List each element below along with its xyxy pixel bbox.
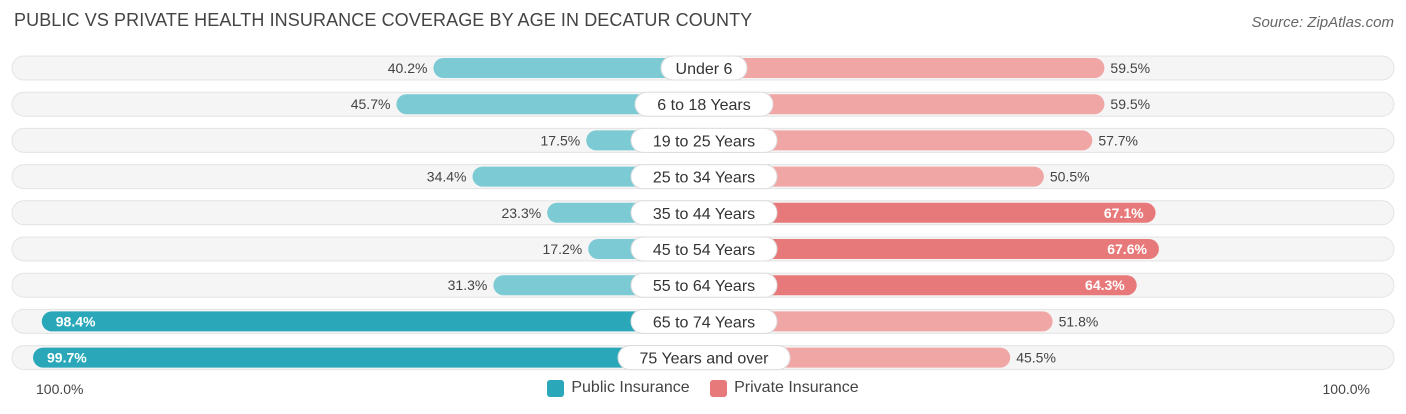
axis-left-label: 100.0%: [36, 381, 84, 397]
category-pill-65-to-74-years: [630, 308, 778, 334]
value-label-private-55-to-64-years: 64.3%: [1085, 277, 1125, 293]
value-label-private-35-to-44-years: 67.1%: [1104, 205, 1144, 221]
value-label-public-under-6: 40.2%: [388, 60, 428, 76]
category-label-6-to-18-years: 6 to 18 Years: [657, 97, 750, 114]
category-label-25-to-34-years: 25 to 34 Years: [653, 170, 755, 187]
category-label-65-to-74-years: 65 to 74 Years: [653, 314, 755, 331]
legend-label-private: Private Insurance: [734, 379, 859, 396]
bar-private-35-to-44-years: [704, 202, 1156, 223]
bar-private-25-to-34-years: [704, 166, 1044, 187]
legend-label-public: Public Insurance: [571, 379, 690, 396]
category-label-55-to-64-years: 55 to 64 Years: [653, 278, 755, 295]
value-label-private-75-years-and-over: 45.5%: [1016, 350, 1056, 366]
bar-private-65-to-74-years: [704, 311, 1053, 332]
legend-swatch-public: [547, 379, 565, 397]
value-label-private-under-6: 59.5%: [1110, 60, 1150, 76]
value-label-private-45-to-54-years: 67.6%: [1107, 241, 1147, 257]
bar-private-6-to-18-years: [704, 94, 1105, 115]
value-label-private-65-to-74-years: 51.8%: [1059, 313, 1099, 329]
legend-item-private[interactable]: Private Insurance: [710, 379, 859, 397]
value-label-public-19-to-25-years: 17.5%: [541, 132, 581, 148]
chart-svg: 40.2% 59.5% Under 6 45.7% 59.5% 6 to 18 Years…: [11, 55, 1395, 371]
bar-private-45-to-54-years: [704, 239, 1159, 259]
bar-public-65-to-74-years: [41, 311, 704, 332]
category-pill-19-to-25-years: [630, 127, 778, 153]
value-label-public-45-to-54-years: 17.2%: [543, 241, 583, 257]
category-pill-55-to-64-years: [630, 272, 778, 298]
value-label-public-25-to-34-years: 34.4%: [427, 169, 467, 185]
value-label-public-65-to-74-years: 98.4%: [56, 313, 96, 329]
bar-public-6-to-18-years: [396, 94, 704, 115]
bar-private-under-6: [704, 58, 1105, 78]
category-label-19-to-25-years: 19 to 25 Years: [653, 133, 755, 150]
category-pill-6-to-18-years: [634, 91, 774, 117]
bar-private-55-to-64-years: [704, 275, 1137, 296]
category-pill-under-6: [660, 55, 748, 81]
category-label-35-to-44-years: 35 to 44 Years: [653, 206, 755, 223]
axis-right-label: 100.0%: [1322, 381, 1370, 397]
legend-item-public[interactable]: Public Insurance: [547, 379, 690, 397]
value-label-public-6-to-18-years: 45.7%: [351, 96, 391, 112]
value-label-public-35-to-44-years: 23.3%: [501, 205, 541, 221]
category-pill-35-to-44-years: [630, 200, 778, 226]
bar-private-19-to-25-years: [704, 130, 1093, 151]
category-pill-45-to-54-years: [630, 236, 778, 262]
source-label: Source: ZipAtlas.com: [1251, 14, 1394, 31]
bar-public-75-years-and-over: [33, 347, 705, 368]
chart-title: PUBLIC VS PRIVATE HEALTH INSURANCE COVER…: [14, 10, 753, 30]
value-label-private-19-to-25-years: 57.7%: [1098, 132, 1138, 148]
category-label-75-years-and-over: 75 Years and over: [640, 351, 770, 368]
legend: Public Insurance Private Insurance: [0, 379, 1406, 402]
value-label-public-55-to-64-years: 31.3%: [448, 277, 488, 293]
bar-public-under-6: [433, 58, 704, 78]
legend-swatch-private: [710, 379, 728, 397]
category-label-45-to-54-years: 45 to 54 Years: [653, 242, 755, 259]
value-label-private-25-to-34-years: 50.5%: [1050, 169, 1090, 185]
value-label-private-6-to-18-years: 59.5%: [1110, 96, 1150, 112]
category-pill-75-years-and-over: [617, 345, 791, 371]
category-label-under-6: Under 6: [676, 61, 733, 78]
category-pill-25-to-34-years: [630, 164, 778, 190]
value-label-public-75-years-and-over: 99.7%: [47, 350, 87, 366]
